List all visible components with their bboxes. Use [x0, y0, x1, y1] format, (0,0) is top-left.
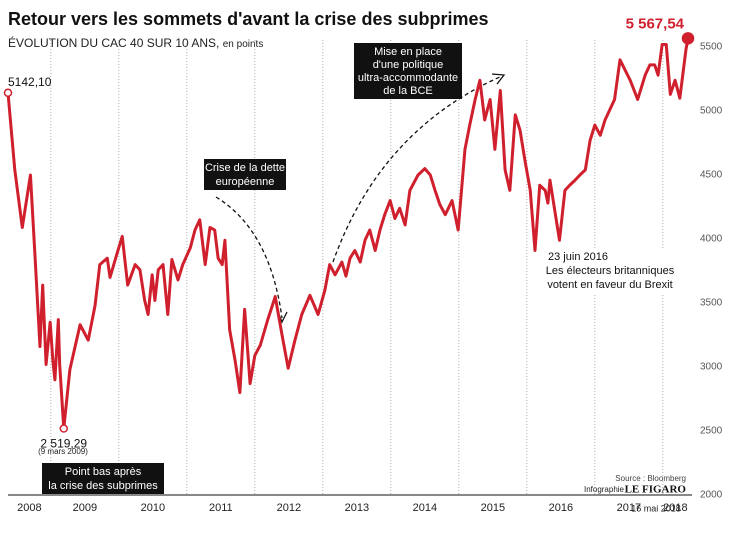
x-tick-label: 2014: [413, 502, 437, 514]
y-tick-label: 3500: [700, 298, 723, 309]
y-tick-label: 2500: [700, 426, 723, 437]
x-tick-label: 2010: [141, 502, 165, 514]
y-tick-label: 5500: [700, 42, 723, 53]
last-date: 16 mai 2018: [631, 503, 681, 513]
annotation: la crise des subprimes: [48, 480, 158, 492]
subtitle: ÉVOLUTION DU CAC 40 SUR 10 ANS,: [8, 35, 219, 50]
arrow: [215, 196, 283, 319]
annotation: de la BCE: [383, 85, 433, 97]
x-tick-label: 2011: [209, 502, 233, 514]
annotation-box: [204, 159, 286, 190]
brand: LE FIGARO: [625, 484, 687, 496]
point-marker: [681, 32, 695, 45]
chart-title: Retour vers les sommets d'avant la crise…: [8, 9, 489, 29]
point-marker: [59, 424, 69, 433]
y-tick-label: 4500: [700, 170, 723, 181]
annotation: Crise de la dette: [205, 162, 285, 174]
x-tick-label: 2017: [617, 502, 641, 514]
annotation-bg: [540, 249, 680, 295]
chart-subtitle: ÉVOLUTION DU CAC 40 SUR 10 ANS, en point…: [8, 35, 263, 50]
x-tick-label: 2016: [549, 502, 573, 514]
annotation-box: [354, 43, 462, 99]
plot: 5142,10 2 519,29 5 567,54: [3, 15, 695, 451]
annotation: votent en faveur du Brexit: [547, 279, 672, 291]
line: [6, 38, 690, 431]
x-tick-label: 2018: [663, 502, 687, 514]
x-tick-label: 2012: [277, 502, 301, 514]
annotation: Point bas après: [65, 466, 142, 478]
x-tick-label: 2009: [73, 502, 97, 514]
annotation: (9 mars 2009): [38, 447, 88, 456]
grid: 2000 2500 3000 3500 4000 4500 5000 5500 2008 2009…: [8, 40, 723, 514]
source: Source : Bloomberg: [615, 474, 686, 483]
credit: Infographie: [584, 485, 625, 494]
data-label: 2 519,29: [40, 437, 87, 451]
annotation: européenne: [216, 176, 275, 188]
y-tick-label: 5000: [700, 106, 723, 117]
arrow: [332, 75, 503, 263]
arrow-head: [491, 73, 506, 85]
annotation: ultra-accommodante: [358, 72, 458, 84]
annotation: Mise en place: [374, 46, 442, 58]
y-tick-label: 3000: [700, 362, 723, 373]
annotation: d'une politique: [373, 59, 444, 71]
y-tick-label: 2000: [700, 490, 723, 501]
x-tick-label: 2013: [345, 502, 369, 514]
unit: en points: [223, 39, 264, 50]
point-marker: [3, 88, 13, 98]
y-tick-label: 4000: [700, 234, 723, 245]
data-label: 5142,10: [8, 75, 52, 89]
x-tick-label: 2008: [17, 502, 41, 514]
annotation: Les électeurs britanniques: [546, 265, 675, 277]
x-tick-label: 2015: [481, 502, 505, 514]
annotation-box: [42, 463, 164, 494]
data-label: 5 567,54: [626, 15, 685, 32]
annotation: 23 juin 2016: [548, 251, 608, 263]
